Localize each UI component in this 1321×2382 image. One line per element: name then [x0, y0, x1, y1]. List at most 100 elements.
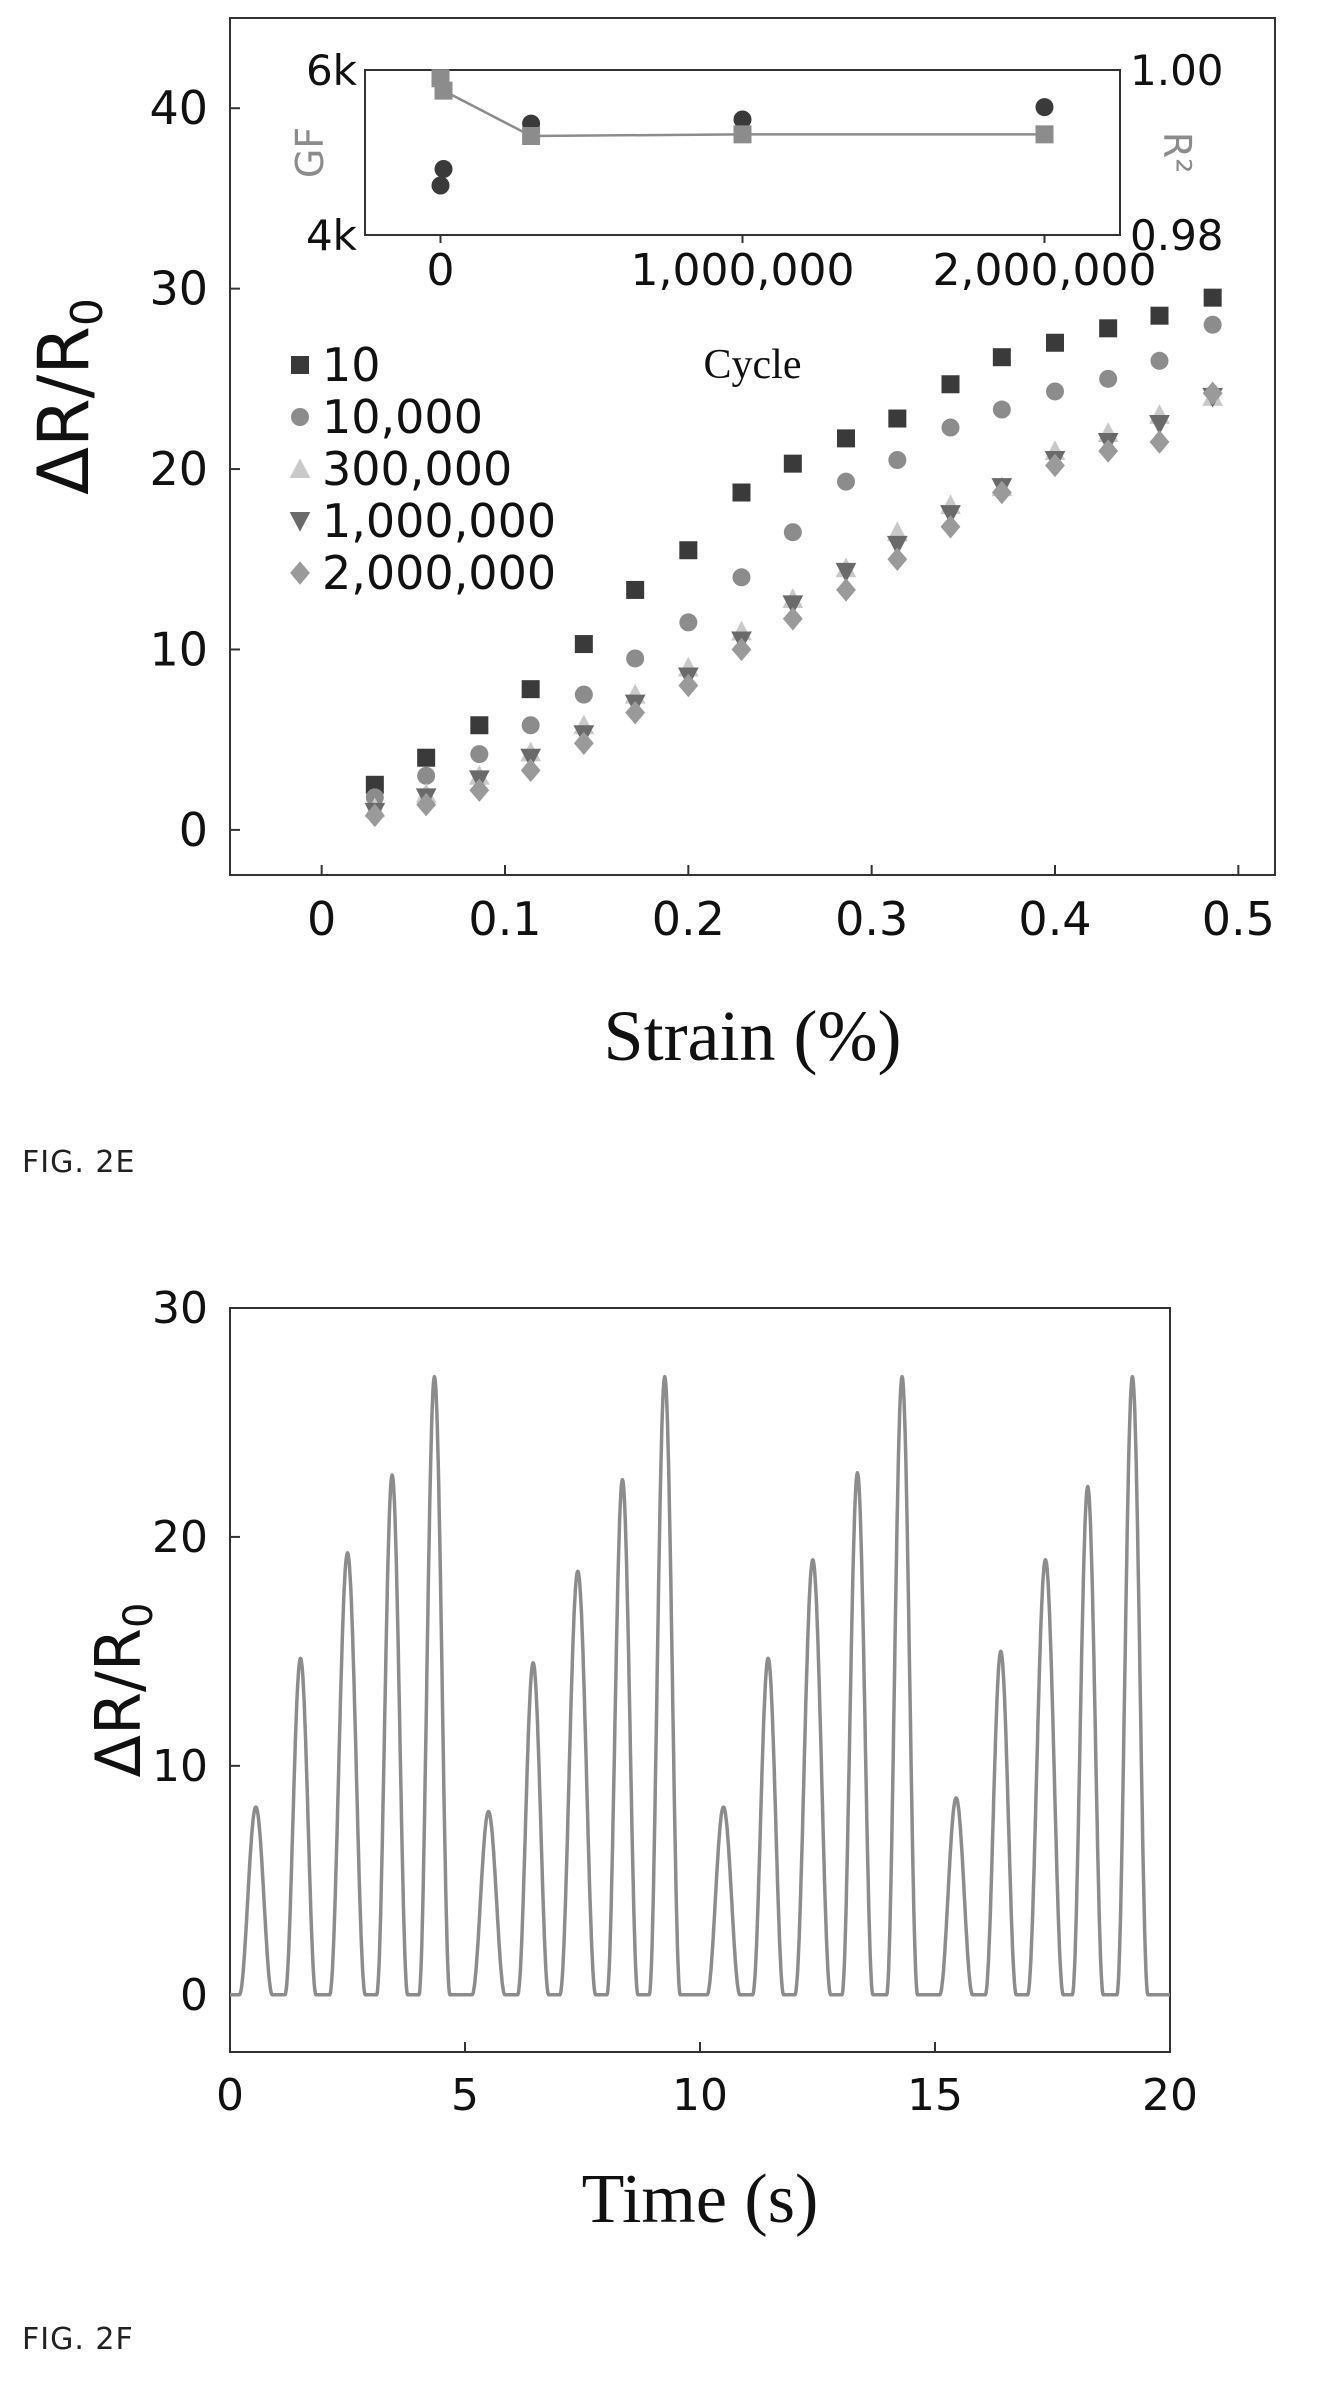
data-point	[574, 635, 593, 654]
data-point	[1046, 333, 1064, 352]
data-point	[783, 523, 802, 542]
x-tick-label: 0	[307, 892, 336, 946]
legend-label: 10,000	[322, 390, 483, 444]
figure-label-2f: FIG. 2F	[22, 2322, 134, 2357]
inset-right-tick-label: 1.00	[1130, 46, 1224, 95]
data-point	[626, 649, 645, 668]
y-tick-label: 20	[149, 442, 208, 496]
data-point	[732, 483, 751, 502]
data-point	[887, 547, 908, 571]
y-axis-label-main: ΔR/R	[23, 326, 105, 495]
data-point	[1099, 369, 1118, 388]
y-axis-label: ΔR/R0	[23, 298, 113, 495]
data-point	[679, 541, 698, 560]
data-point	[941, 375, 960, 394]
data-point	[940, 515, 961, 539]
plot-frame-f	[229, 1307, 1171, 2053]
data-point	[732, 568, 751, 587]
inset-data-point	[431, 176, 450, 195]
inset-left-tick-label: 4k	[306, 211, 358, 260]
data-point	[1203, 288, 1222, 307]
data-point	[520, 758, 541, 783]
data-point	[941, 418, 960, 437]
data-point	[992, 348, 1011, 367]
y-tick-label-f: 10	[152, 1741, 208, 1792]
data-point	[573, 731, 594, 755]
inset-data-point	[733, 110, 752, 129]
data-point	[417, 748, 436, 767]
inset-left-tick-label: 6k	[306, 46, 358, 95]
x-tick-label-f: 15	[907, 2070, 963, 2121]
data-point	[365, 775, 384, 794]
legend-label: 300,000	[322, 442, 512, 496]
data-point	[1150, 306, 1169, 325]
data-point	[417, 766, 436, 785]
y-axis-label-subscript: 0	[62, 298, 113, 326]
data-point	[888, 451, 907, 470]
y-axis-label-f: ΔR/R0	[82, 1603, 162, 1778]
data-point	[991, 480, 1012, 505]
data-point	[836, 578, 856, 602]
inset-data-point	[1035, 125, 1054, 144]
legend-marker	[291, 356, 309, 374]
data-point	[783, 454, 802, 473]
data-point	[521, 716, 540, 735]
x-tick-label: 0.5	[1202, 892, 1275, 946]
data-point	[1098, 439, 1119, 463]
legend-marker	[289, 458, 311, 478]
data-point	[888, 409, 907, 428]
inset-data-point	[733, 125, 752, 144]
y-tick-label: 30	[149, 262, 208, 316]
data-point	[1046, 382, 1064, 401]
data-point	[469, 778, 490, 802]
data-point	[782, 595, 804, 616]
signal-line	[228, 1374, 1172, 1997]
y-axis-label-main-f: ΔR/R	[82, 1628, 155, 1777]
data-point	[992, 400, 1011, 419]
inset-right-axis-label: R²	[1155, 132, 1199, 174]
inset-data-point	[522, 127, 541, 145]
y-axis-label-subscript-f: 0	[116, 1603, 162, 1628]
x-tick-label: 0.4	[1018, 892, 1091, 946]
y-tick-label: 0	[179, 803, 208, 857]
inset-x-tick-label: 1,000,000	[631, 245, 855, 296]
legend-label: 2,000,000	[322, 546, 556, 600]
data-point	[886, 535, 908, 556]
data-point	[731, 637, 752, 662]
data-point	[470, 716, 489, 735]
data-point	[940, 505, 961, 525]
data-point	[1203, 315, 1222, 334]
y-tick-label-f: 20	[152, 1512, 208, 1563]
legend-label: 10	[322, 338, 381, 392]
data-point	[678, 673, 699, 698]
figure-label-2e: FIG. 2E	[22, 1145, 136, 1180]
y-tick-label-f: 30	[152, 1283, 208, 1334]
inset-data-point	[1035, 98, 1054, 117]
data-point	[574, 685, 593, 704]
x-tick-label: 0.2	[652, 892, 725, 946]
inset-left-axis-label: GF	[288, 127, 332, 178]
data-point	[365, 788, 384, 807]
data-point	[1149, 430, 1170, 454]
inset-x-tick-label: 0	[427, 245, 455, 296]
data-point	[470, 745, 489, 764]
inset-data-point	[434, 81, 453, 100]
legend-marker	[289, 512, 311, 532]
y-tick-label-f: 0	[180, 1970, 208, 2021]
data-point	[1150, 351, 1169, 370]
data-point	[364, 803, 385, 828]
data-point	[835, 562, 857, 583]
inset-frame	[364, 69, 1121, 236]
data-point	[1202, 381, 1223, 405]
x-tick-label-f: 0	[216, 2070, 244, 2121]
inset-x-tick-label: 2,000,000	[933, 245, 1157, 296]
x-axis-label: Strain (%)	[604, 996, 902, 1076]
x-tick-label: 0.1	[468, 892, 541, 946]
data-point	[837, 472, 855, 491]
data-point	[1149, 414, 1170, 435]
data-point	[521, 680, 540, 699]
y-tick-label: 40	[149, 81, 208, 135]
x-tick-label-f: 5	[451, 2070, 479, 2121]
x-tick-label: 0.3	[835, 892, 908, 946]
